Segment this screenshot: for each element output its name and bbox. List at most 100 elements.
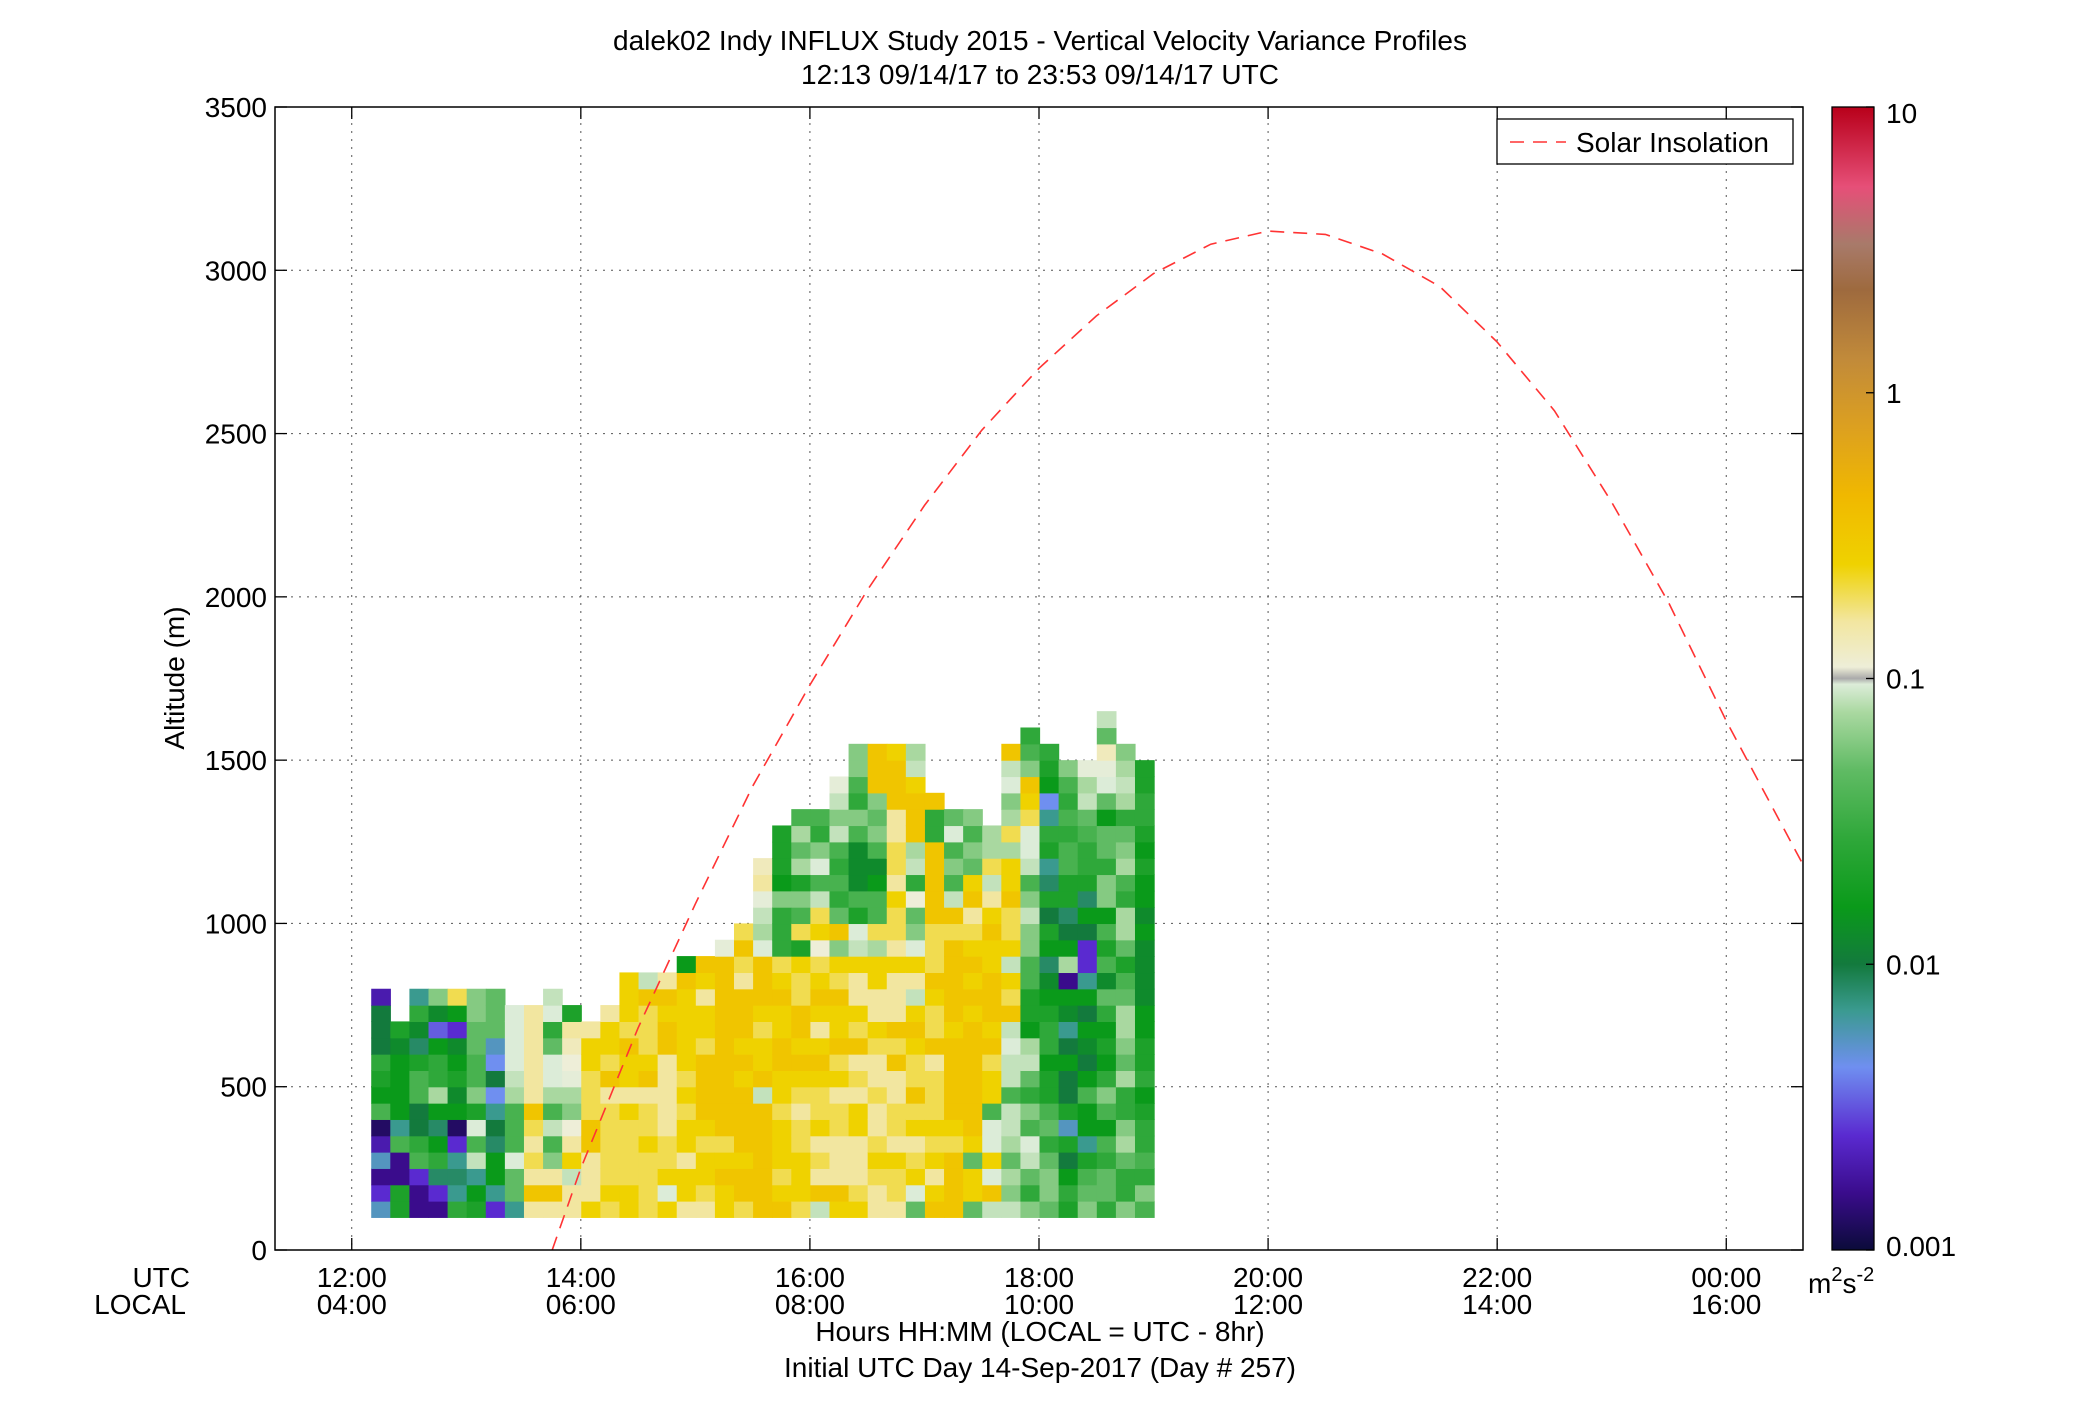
- heatmap-cell: [829, 1070, 850, 1088]
- heatmap-cell: [371, 1021, 391, 1039]
- heatmap-cell: [810, 809, 831, 827]
- heatmap-cell: [886, 841, 907, 859]
- heatmap-cell: [1115, 874, 1136, 892]
- heatmap-cell: [581, 1037, 601, 1055]
- heatmap-cell: [657, 1037, 678, 1055]
- heatmap-cell: [886, 1168, 907, 1186]
- heatmap-cell: [982, 939, 1002, 957]
- heatmap-cell: [1077, 1119, 1098, 1137]
- heatmap-cell: [1096, 956, 1117, 974]
- heatmap-cell: [1001, 1103, 1022, 1120]
- heatmap-cell: [1096, 727, 1117, 745]
- heatmap-cell: [905, 890, 926, 908]
- heatmap-cell: [982, 1152, 1002, 1169]
- heatmap-cell: [504, 1070, 525, 1088]
- heatmap-cell: [963, 988, 983, 1006]
- heatmap-cell: [848, 923, 869, 941]
- heatmap-cell: [504, 1103, 525, 1120]
- heatmap-cell: [810, 841, 831, 859]
- heatmap-cell: [1077, 1070, 1098, 1088]
- heatmap-cell: [1039, 825, 1060, 843]
- heatmap-cell: [428, 1119, 449, 1137]
- heatmap-cell: [867, 1021, 888, 1039]
- heatmap-cell: [1134, 809, 1155, 827]
- heatmap-cell: [371, 1070, 391, 1088]
- heatmap-cell: [600, 1021, 621, 1039]
- heatmap-cell: [428, 1152, 449, 1169]
- heatmap-cell: [714, 1086, 735, 1104]
- heatmap-cell: [944, 825, 964, 843]
- heatmap-cell: [600, 1037, 621, 1055]
- heatmap-cell: [1134, 1086, 1155, 1104]
- heatmap-cell: [829, 890, 850, 908]
- heatmap-cell: [753, 1054, 773, 1071]
- heatmap-cell: [1115, 972, 1136, 990]
- heatmap-cell: [600, 1201, 621, 1218]
- heatmap-cell: [543, 1135, 563, 1153]
- heatmap-cell: [1001, 939, 1022, 957]
- heatmap-cell: [638, 1135, 659, 1153]
- heatmap-cell: [1058, 1152, 1079, 1169]
- heatmap-cell: [714, 1184, 735, 1202]
- local-row-label: LOCAL: [94, 1289, 186, 1320]
- heatmap-cell: [543, 1201, 563, 1218]
- heatmap-cell: [1058, 858, 1079, 876]
- heatmap-cell: [791, 874, 811, 892]
- x-axis: 12:0004:0014:0006:0016:0008:0018:0010:00…: [317, 107, 1761, 1320]
- heatmap-cell: [447, 1086, 468, 1104]
- heatmap-cell: [1134, 956, 1155, 974]
- heatmap-cell: [791, 1086, 811, 1104]
- heatmap-cell: [905, 874, 926, 892]
- heatmap-cell: [1077, 792, 1098, 810]
- heatmap-cell: [944, 923, 964, 941]
- legend-entry: Solar Insolation: [1576, 127, 1769, 158]
- heatmap-cell: [924, 1201, 945, 1218]
- heatmap-cell: [600, 1119, 621, 1137]
- heatmap-cell: [772, 1005, 792, 1022]
- heatmap-cell: [1020, 841, 1041, 859]
- heatmap-cell: [1096, 1103, 1117, 1120]
- heatmap-cell: [1096, 858, 1117, 876]
- heatmap-cell: [982, 1135, 1002, 1153]
- heatmap-cell: [848, 825, 869, 843]
- heatmap-cell: [447, 1201, 468, 1218]
- heatmap-cell: [1115, 1005, 1136, 1022]
- heatmap-cell: [447, 988, 468, 1006]
- heatmap-cell: [562, 1184, 582, 1202]
- heatmap-cell: [753, 972, 773, 990]
- heatmap-cell: [867, 1086, 888, 1104]
- heatmap-cell: [1115, 1054, 1136, 1071]
- heatmap-cell: [1134, 1184, 1155, 1202]
- heatmap-cell: [485, 1201, 506, 1218]
- heatmap-cell: [1020, 1184, 1041, 1202]
- y-axis-label: Altitude (m): [159, 606, 190, 749]
- heatmap-cell: [1115, 1070, 1136, 1088]
- heatmap-cell: [791, 988, 811, 1006]
- heatmap-cell: [791, 972, 811, 990]
- heatmap-cell: [886, 1054, 907, 1071]
- heatmap-cell: [753, 1119, 773, 1137]
- heatmap-cell: [714, 1135, 735, 1153]
- heatmap-cell: [409, 1103, 430, 1120]
- heatmap-cell: [886, 1021, 907, 1039]
- heatmap-cell: [905, 776, 926, 794]
- heatmap-cell: [523, 1152, 544, 1169]
- heatmap-cells: [371, 711, 1155, 1218]
- heatmap-cell: [1077, 907, 1098, 925]
- heatmap-cell: [772, 841, 792, 859]
- heatmap-cell: [1001, 792, 1022, 810]
- heatmap-cell: [409, 1184, 430, 1202]
- heatmap-cell: [619, 1135, 640, 1153]
- heatmap-cell: [428, 1201, 449, 1218]
- heatmap-cell: [886, 907, 907, 925]
- heatmap-cell: [1134, 972, 1155, 990]
- heatmap-cell: [638, 988, 659, 1006]
- heatmap-cell: [695, 988, 716, 1006]
- x-tick-label-utc: 18:00: [1004, 1262, 1074, 1293]
- heatmap-cell: [695, 1184, 716, 1202]
- heatmap-cell: [944, 1119, 964, 1137]
- heatmap-cell: [1077, 923, 1098, 941]
- heatmap-cell: [886, 743, 907, 761]
- heatmap-cell: [753, 1103, 773, 1120]
- colorbar-ticks: 10 1 0.1 0.01 0.001: [1866, 98, 1956, 1262]
